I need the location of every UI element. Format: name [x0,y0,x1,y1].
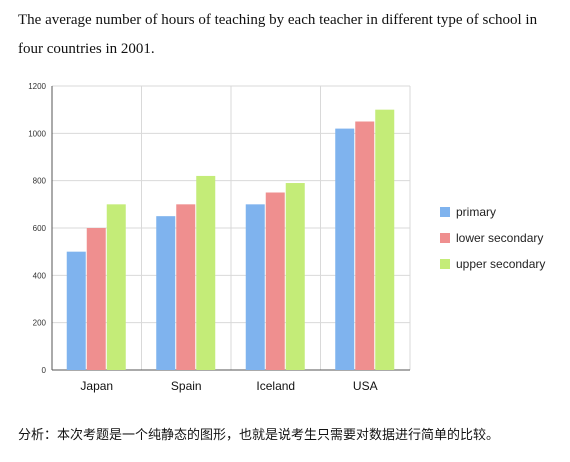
bar-lower-secondary-usa [355,121,375,370]
bar-upper-secondary-spain [196,175,216,370]
x-tick-label: USA [353,379,378,393]
y-tick-label: 1000 [28,129,46,138]
y-tick-label: 600 [33,224,47,233]
bar-primary-iceland [245,204,265,370]
bar-lower-secondary-spain [176,204,196,370]
legend-label: primary [456,205,496,219]
y-tick-label: 200 [33,319,47,328]
legend-label: upper secondary [456,257,545,271]
chart-area: 0 200 400 600 800 1000 1200 Japan Spain Iceland US… [18,78,558,400]
bar-upper-secondary-iceland [285,183,305,370]
y-tick-label: 1200 [28,82,46,91]
x-tick-label: Spain [171,379,202,393]
x-tick-label: Iceland [256,379,295,393]
legend-swatch-upper-secondary [440,259,450,269]
legend-label: lower secondary [456,231,543,245]
y-tick-label: 400 [33,271,47,280]
x-tick-label: Japan [80,379,113,393]
analysis-note: 分析：本次考题是一个纯静态的图形，也就是说考生只需要对数据进行简单的比较。 [18,428,500,443]
bar-lower-secondary-japan [86,228,106,370]
y-tick-label: 0 [42,366,47,375]
bar-upper-secondary-usa [375,109,395,371]
bar-primary-spain [156,216,176,370]
y-tick-label: 800 [33,177,47,186]
bar-primary-usa [335,128,355,370]
bar-lower-secondary-iceland [265,192,285,370]
bar-upper-secondary-japan [106,204,126,370]
bar-chart: 0 200 400 600 800 1000 1200 Japan Spain Iceland US… [28,82,545,393]
chart-title: The average number of hours of teaching … [18,12,538,57]
bar-primary-japan [66,251,86,370]
legend-swatch-primary [440,207,450,217]
legend-swatch-lower-secondary [440,233,450,243]
